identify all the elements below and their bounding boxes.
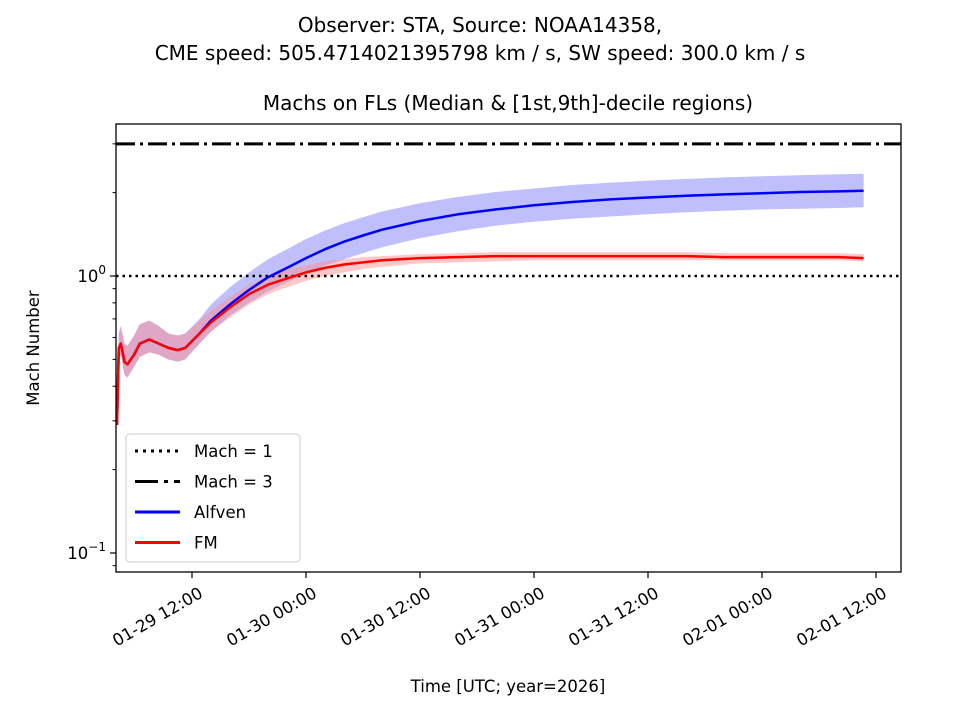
suptitle-line-1: Observer: STA, Source: NOAA14358,	[298, 13, 662, 37]
y-axis-label: Mach Number	[24, 290, 43, 406]
suptitle-line-2: CME speed: 505.4714021395798 km / s, SW …	[155, 41, 806, 65]
legend-label: FM	[194, 534, 218, 553]
axes-frame	[115, 123, 902, 573]
y-tick-exponent: 0	[98, 263, 106, 277]
legend-label: Mach = 1	[194, 442, 273, 461]
x-axis-label: Time [UTC; year=2026]	[410, 677, 606, 696]
y-tick-label: 10−1	[67, 540, 106, 563]
y-tick-exponent: −1	[88, 540, 106, 554]
legend-label: Alfven	[194, 503, 246, 522]
legend-label: Mach = 3	[194, 473, 273, 492]
y-tick-base: 10	[67, 544, 88, 563]
legend: Mach = 1 Mach = 3 Alfven FM	[125, 433, 301, 563]
decile-band-alfven	[117, 173, 864, 430]
plot-area	[116, 142, 901, 430]
median-line-fm	[116, 254, 864, 425]
y-tick-base: 10	[77, 267, 98, 286]
y-tick-label: 100	[77, 263, 106, 286]
legend-box	[125, 433, 301, 563]
chart-title: Machs on FLs (Median & [1st,9th]-decile …	[263, 91, 753, 115]
